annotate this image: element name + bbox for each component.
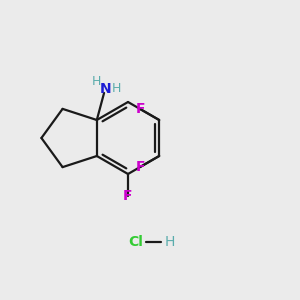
Text: H: H	[111, 82, 121, 95]
Text: H: H	[92, 76, 101, 88]
Text: F: F	[135, 102, 145, 116]
Text: F: F	[135, 160, 145, 174]
Text: H: H	[165, 235, 175, 249]
Text: Cl: Cl	[129, 235, 143, 249]
Text: N: N	[99, 82, 111, 96]
Text: F: F	[123, 189, 133, 203]
